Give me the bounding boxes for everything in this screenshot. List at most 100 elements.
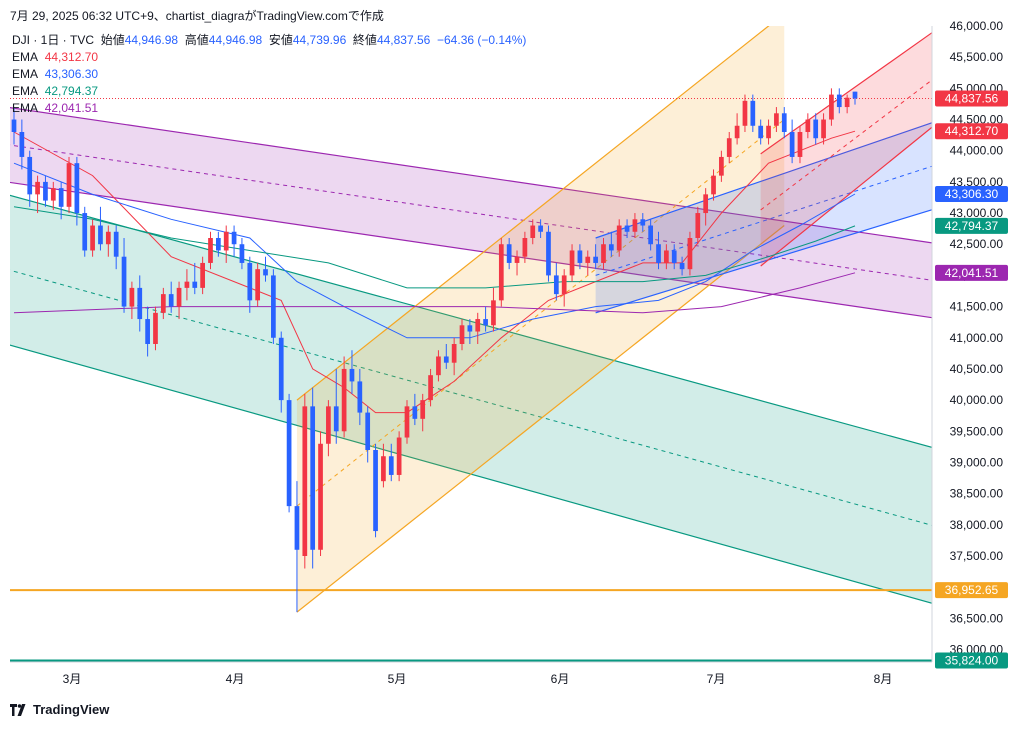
- candle: [836, 88, 842, 114]
- candle: [98, 206, 103, 251]
- ema-row-3[interactable]: EMA 42,794.37: [12, 83, 526, 100]
- red-channel-mid: [760, 79, 932, 211]
- candle-body: [711, 175, 716, 195]
- candle-body: [553, 275, 559, 295]
- price-tag-bg: [935, 582, 1008, 599]
- candle: [679, 256, 685, 276]
- candle: [160, 287, 166, 320]
- candle-body: [640, 219, 646, 226]
- candle-body: [341, 368, 347, 432]
- candle-body: [176, 287, 182, 307]
- candle-body: [593, 256, 598, 263]
- candle-body: [412, 406, 418, 419]
- candle-body: [781, 113, 787, 132]
- candle: [184, 269, 190, 301]
- y-tick-label: 43,000.00: [950, 206, 1004, 220]
- y-tick-label: 41,500.00: [950, 300, 1004, 314]
- y-tick-label: 38,000.00: [950, 518, 1004, 532]
- candle-body: [498, 244, 504, 301]
- brand-label: TradingView: [33, 702, 110, 717]
- price-tag: 35,824.00: [935, 652, 1008, 669]
- candle: [412, 393, 418, 426]
- candle-body: [467, 325, 473, 332]
- ema-row-1[interactable]: EMA 44,312.70: [12, 49, 526, 66]
- ema-label: EMA: [12, 50, 39, 64]
- candle-body: [35, 181, 40, 195]
- candle-body: [200, 262, 205, 288]
- candle-body: [428, 375, 433, 401]
- price-tag: 42,041.51: [935, 264, 1008, 281]
- candle: [719, 150, 724, 182]
- x-tick-label: 7月: [707, 672, 726, 686]
- candle-body: [608, 244, 614, 251]
- candle-body: [852, 91, 858, 99]
- candle: [247, 256, 253, 313]
- price-tag-label: 44,312.70: [945, 124, 999, 138]
- price-tag-bg: [935, 652, 1008, 669]
- candle-body: [436, 356, 441, 376]
- candle: [443, 344, 449, 369]
- candle-body: [113, 231, 119, 257]
- candle: [294, 481, 300, 613]
- candle-body: [90, 225, 95, 251]
- candle: [428, 368, 433, 407]
- candle: [522, 231, 528, 263]
- ema-label: EMA: [12, 84, 39, 98]
- candle: [640, 213, 646, 232]
- candle-body: [129, 287, 135, 307]
- y-tick-label: 37,500.00: [950, 549, 1004, 563]
- candle: [58, 181, 64, 220]
- ema-row-2[interactable]: EMA 43,306.30: [12, 66, 526, 83]
- candle: [35, 175, 40, 214]
- candle: [624, 219, 630, 238]
- candle-body: [703, 194, 709, 214]
- candle: [153, 306, 158, 351]
- y-tick-label: 42,500.00: [950, 237, 1004, 251]
- symbol-label[interactable]: DJI · 1日 · TVC: [12, 33, 95, 47]
- candle-body: [43, 181, 48, 201]
- candle: [797, 125, 803, 164]
- candle: [546, 225, 551, 282]
- candle: [451, 337, 457, 376]
- candle: [436, 350, 441, 382]
- candle-body: [459, 325, 465, 344]
- candle-body: [98, 225, 103, 245]
- candle: [168, 281, 174, 313]
- candle: [333, 368, 339, 444]
- footer: TradingView: [10, 702, 109, 717]
- candle-body: [805, 119, 811, 132]
- candle-body: [664, 250, 669, 263]
- candle: [813, 113, 819, 145]
- candle: [711, 169, 716, 201]
- candle-body: [404, 406, 410, 438]
- candle: [215, 231, 221, 257]
- ema-value: 42,041.51: [44, 101, 99, 115]
- orange-channel-fill: [296, 26, 785, 613]
- ema-row-4[interactable]: EMA 42,041.51: [12, 100, 526, 117]
- candle: [687, 231, 693, 276]
- candle-body: [50, 188, 56, 201]
- price-tag-bg: [935, 185, 1008, 202]
- candle: [381, 443, 386, 488]
- candle-body: [616, 225, 622, 251]
- orange-channel-upper: [296, 26, 770, 401]
- y-tick-label: 44,500.00: [950, 113, 1004, 127]
- purple-channel: [10, 107, 932, 319]
- candle: [105, 225, 111, 257]
- candle: [475, 312, 481, 344]
- candle-body: [561, 275, 567, 295]
- candle-body: [137, 287, 143, 320]
- candle: [593, 244, 598, 270]
- candle: [553, 262, 559, 301]
- candle-body: [774, 113, 779, 126]
- candle: [302, 393, 308, 569]
- candle: [404, 400, 410, 444]
- candle-body: [601, 244, 606, 263]
- candle: [231, 225, 237, 257]
- candle-body: [326, 406, 331, 444]
- y-tick-label: 43,500.00: [950, 175, 1004, 189]
- candle: [726, 132, 732, 164]
- candle: [844, 94, 850, 114]
- ema-label: EMA: [12, 101, 39, 115]
